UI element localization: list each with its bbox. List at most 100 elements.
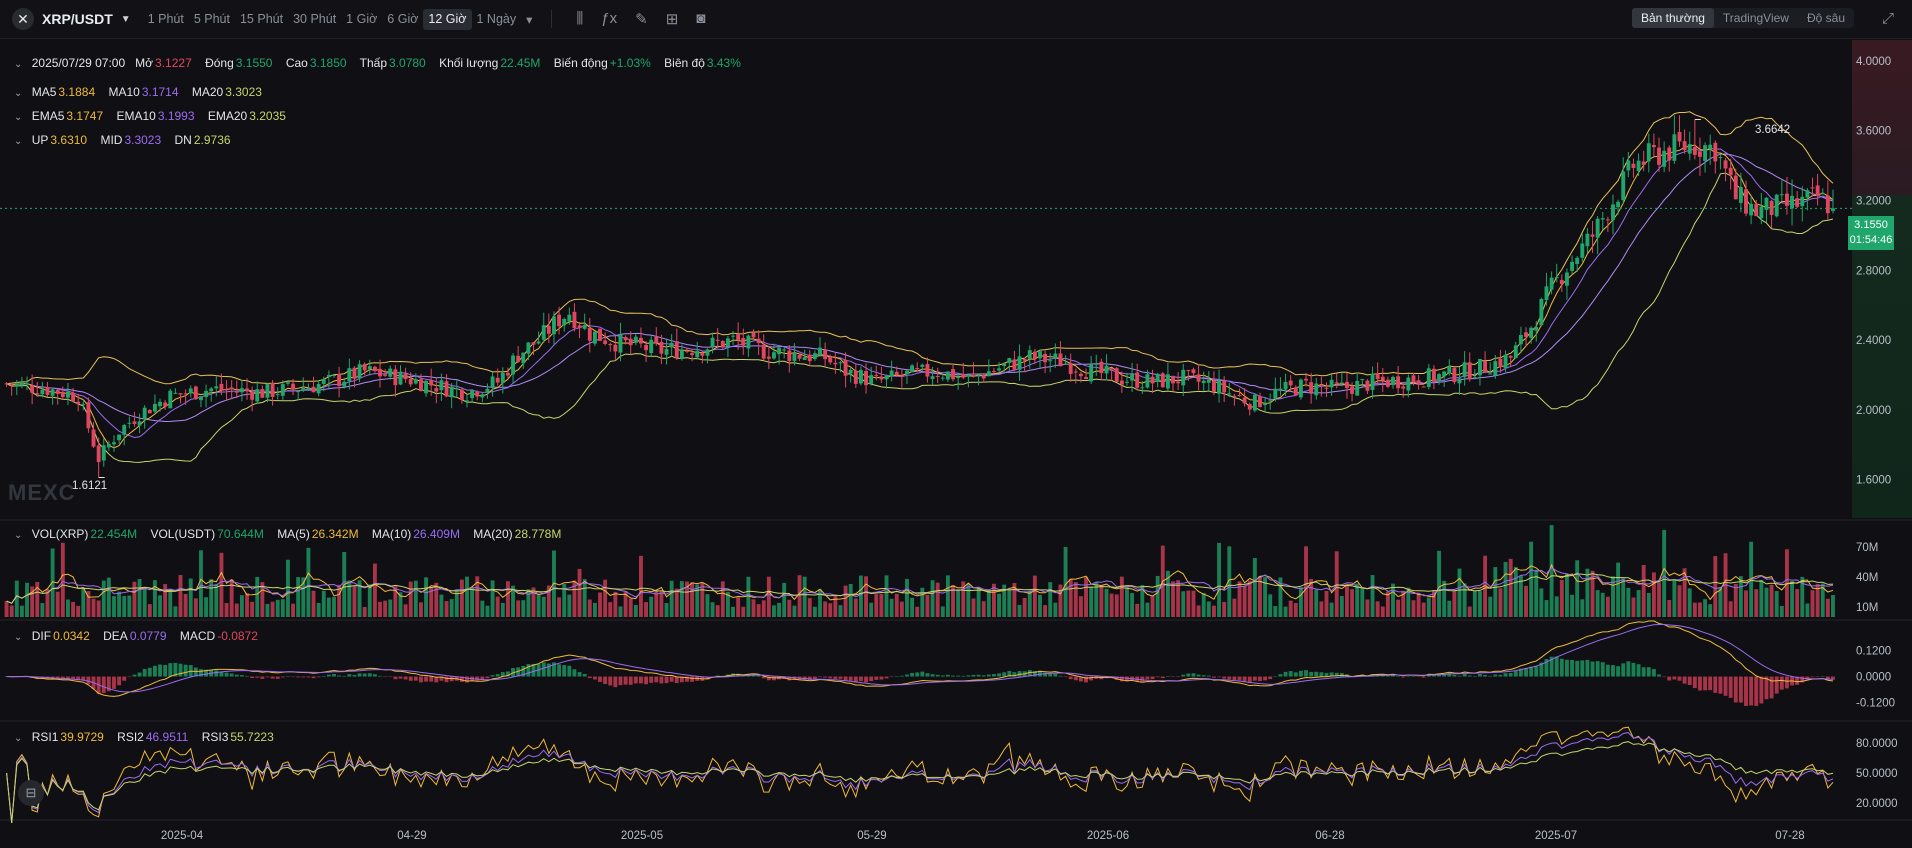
candle-body <box>869 375 874 384</box>
candle-body <box>1416 380 1421 385</box>
macd-histogram-bar <box>1646 667 1651 677</box>
volume-bar <box>1406 587 1411 617</box>
candle-body <box>1263 403 1268 406</box>
macd-histogram-bar <box>1298 670 1303 677</box>
macd-histogram-bar <box>459 676 464 682</box>
candle-body <box>1125 381 1129 383</box>
volume-bar <box>1293 603 1298 617</box>
macd-histogram-bar <box>1631 662 1636 677</box>
candle-body <box>736 334 741 341</box>
candle-body <box>1800 196 1805 207</box>
candle-body <box>1462 362 1467 378</box>
candle-body <box>1493 361 1498 376</box>
draw-pencil-icon[interactable]: ✎ <box>635 11 648 28</box>
macd-histogram-bar <box>1421 676 1426 678</box>
macd-histogram-bar <box>552 662 556 677</box>
volume-bar <box>1288 600 1293 617</box>
macd-histogram-bar <box>270 676 275 679</box>
volume-bar <box>1140 585 1145 617</box>
macd-histogram-bar <box>1437 674 1441 677</box>
price-tick-label: 2.0000 <box>1856 405 1891 417</box>
tf-15m[interactable]: 15 Phút <box>239 11 284 26</box>
collapse-chevron-icon[interactable]: ⌄ <box>14 112 23 123</box>
volume-bar <box>633 604 638 617</box>
volume-bar <box>807 598 812 617</box>
volume-bar <box>1513 566 1518 617</box>
fullscreen-icon[interactable]: ⤢ <box>1881 10 1894 27</box>
volume-bar <box>413 580 418 617</box>
ema10-value: 3.1993 <box>157 109 195 123</box>
high-value: 3.1850 <box>309 56 347 70</box>
macd-histogram-bar <box>1457 675 1462 677</box>
macd-histogram-bar <box>1595 661 1600 677</box>
layout-grid-icon[interactable]: ⊞ <box>665 11 679 28</box>
collapse-chevron-icon[interactable]: ⌄ <box>14 59 23 70</box>
macd-histogram-bar <box>337 675 342 677</box>
volume-bar <box>1176 580 1181 617</box>
collapse-chevron-icon[interactable]: ⌄ <box>14 733 23 744</box>
candle-body <box>1155 373 1160 382</box>
rsi-legend: ⌄ RSI1 39.9729 RSI2 46.9511 RSI3 55.7223 <box>14 730 284 744</box>
tf-more-chevron-icon[interactable]: ▾ <box>526 12 533 27</box>
macd-histogram-bar <box>1779 676 1784 690</box>
macd-histogram-bar <box>1626 661 1631 677</box>
panel-toggle-icon[interactable]: ⊟ <box>18 780 44 806</box>
volume-bar <box>1114 594 1119 617</box>
vol-xrp-label: VOL(XRP) <box>31 527 89 541</box>
macd-histogram-bar <box>879 676 884 680</box>
collapse-chevron-icon[interactable]: ⌄ <box>14 136 23 147</box>
volume-bar <box>1590 570 1595 617</box>
candle-body <box>1206 380 1211 383</box>
macd-histogram-bar <box>1820 676 1825 677</box>
tf-1h[interactable]: 1 Giờ <box>346 11 378 26</box>
tf-1m[interactable]: 1 Phút <box>147 11 184 26</box>
chart-canvas[interactable]: 4.0000 3.6000 3.2000 2.8000 2.4000 2.0000 1.60… <box>0 39 1912 848</box>
macd-histogram-bar <box>644 676 649 685</box>
macd-histogram-bar <box>858 676 863 682</box>
indicator-icon[interactable]: ƒx <box>601 10 618 27</box>
collapse-chevron-icon[interactable]: ⌄ <box>14 632 23 643</box>
boll-dn-value: 2.9736 <box>193 133 231 147</box>
volume-bar <box>66 599 70 617</box>
volume-bar <box>1355 583 1360 617</box>
tf-6h[interactable]: 6 Giờ <box>387 11 419 26</box>
volume-bar <box>961 581 966 617</box>
candle-body <box>30 385 35 393</box>
macd-histogram-bar <box>1329 672 1334 677</box>
macd-histogram-bar <box>654 676 659 683</box>
volume-bar <box>853 598 858 617</box>
volume-bar <box>495 596 500 617</box>
candle-body <box>1452 367 1457 383</box>
dea-label: DEA <box>103 629 128 643</box>
volume-bar <box>60 542 65 617</box>
chevron-down-icon[interactable]: ▼ <box>120 13 131 25</box>
volume-bar <box>1820 583 1825 617</box>
tf-5m[interactable]: 5 Phút <box>193 11 230 26</box>
collapse-chevron-icon[interactable]: ⌄ <box>14 530 23 541</box>
candle-body <box>1140 387 1145 389</box>
candle-body <box>1196 374 1201 382</box>
pair-selector[interactable]: XRP/USDT <box>42 11 113 27</box>
volume-bar <box>55 591 60 617</box>
collapse-chevron-icon[interactable]: ⌄ <box>14 88 23 99</box>
camera-icon[interactable]: ◙ <box>696 10 706 27</box>
mode-depth[interactable]: Độ sâu <box>1806 11 1845 25</box>
volume-tick-label: 70M <box>1856 542 1878 554</box>
tf-30m[interactable]: 30 Phút <box>293 11 337 26</box>
macd-histogram-bar <box>1539 662 1544 677</box>
macd-histogram-bar <box>132 674 137 677</box>
rsi-tick-label: 20.0000 <box>1856 798 1898 810</box>
tf-1d[interactable]: 1 Ngày <box>476 11 517 26</box>
dif-value: 0.0342 <box>53 629 90 643</box>
candle-body <box>1503 354 1508 369</box>
tf-12h[interactable]: 12 Giờ <box>423 8 472 30</box>
volume-bar <box>204 597 209 617</box>
mode-basic[interactable]: Bản thường <box>1631 8 1714 28</box>
candle-body <box>60 391 65 398</box>
ma-legend: ⌄ MA5 3.1884 MA10 3.1714 MA20 3.3023 <box>14 85 272 99</box>
volume-bar <box>1370 575 1375 617</box>
candle-type-icon[interactable]: ⫼ <box>576 10 584 27</box>
candle-body <box>1580 243 1585 258</box>
macd-histogram-bar <box>981 675 986 677</box>
mode-tradingview[interactable]: TradingView <box>1722 11 1789 25</box>
